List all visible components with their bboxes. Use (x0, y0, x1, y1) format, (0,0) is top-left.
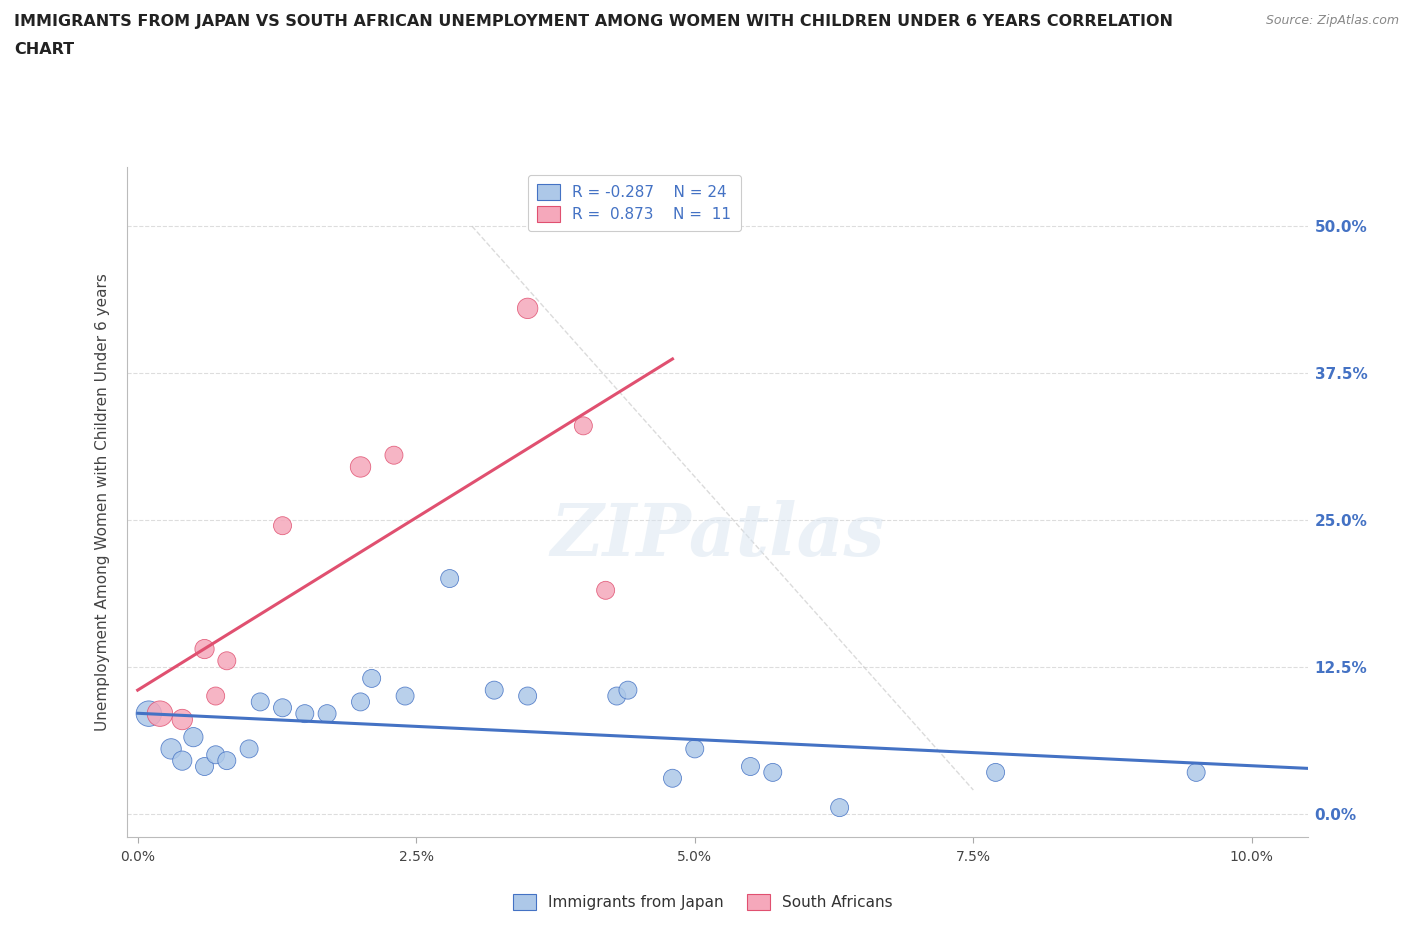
Point (271, 700, 294, 715)
Point (271, 518, 294, 533)
Point (617, 683, 640, 698)
Point (294, 706, 316, 721)
Point (204, 748, 226, 763)
Point (661, 771, 683, 786)
Point (172, 712, 194, 727)
Point (160, 741, 183, 756)
Point (394, 688, 416, 703)
Point (316, 706, 339, 721)
Point (1185, 765, 1208, 780)
Point (382, 447, 405, 462)
Point (828, 800, 851, 815)
Point (249, 695, 271, 710)
Point (193, 759, 215, 774)
Point (349, 459, 371, 474)
Point (740, 759, 762, 774)
Point (360, 671, 382, 685)
Point (215, 654, 238, 669)
Legend: Immigrants from Japan, South Africans: Immigrants from Japan, South Africans (506, 886, 900, 918)
Point (439, 571, 461, 586)
Text: IMMIGRANTS FROM JAPAN VS SOUTH AFRICAN UNEMPLOYMENT AMONG WOMEN WITH CHILDREN UN: IMMIGRANTS FROM JAPAN VS SOUTH AFRICAN U… (14, 14, 1173, 29)
Point (516, 688, 538, 703)
Point (572, 418, 595, 433)
Text: CHART: CHART (14, 42, 75, 57)
Y-axis label: Unemployment Among Women with Children Under 6 years: Unemployment Among Women with Children U… (94, 273, 110, 731)
Point (606, 688, 628, 703)
Text: Source: ZipAtlas.com: Source: ZipAtlas.com (1265, 14, 1399, 27)
Legend: R = -0.287    N = 24, R =  0.873    N =  11: R = -0.287 N = 24, R = 0.873 N = 11 (529, 175, 741, 232)
Point (595, 583, 617, 598)
Point (215, 753, 238, 768)
Point (516, 301, 538, 316)
Point (238, 741, 260, 756)
Text: ZIPatlas: ZIPatlas (550, 500, 884, 571)
Point (683, 741, 706, 756)
Point (183, 730, 205, 745)
Point (204, 688, 226, 703)
Point (762, 765, 785, 780)
Point (138, 706, 160, 721)
Point (984, 765, 1007, 780)
Point (349, 695, 371, 710)
Point (172, 753, 194, 768)
Point (193, 642, 215, 657)
Point (484, 683, 506, 698)
Point (149, 706, 172, 721)
